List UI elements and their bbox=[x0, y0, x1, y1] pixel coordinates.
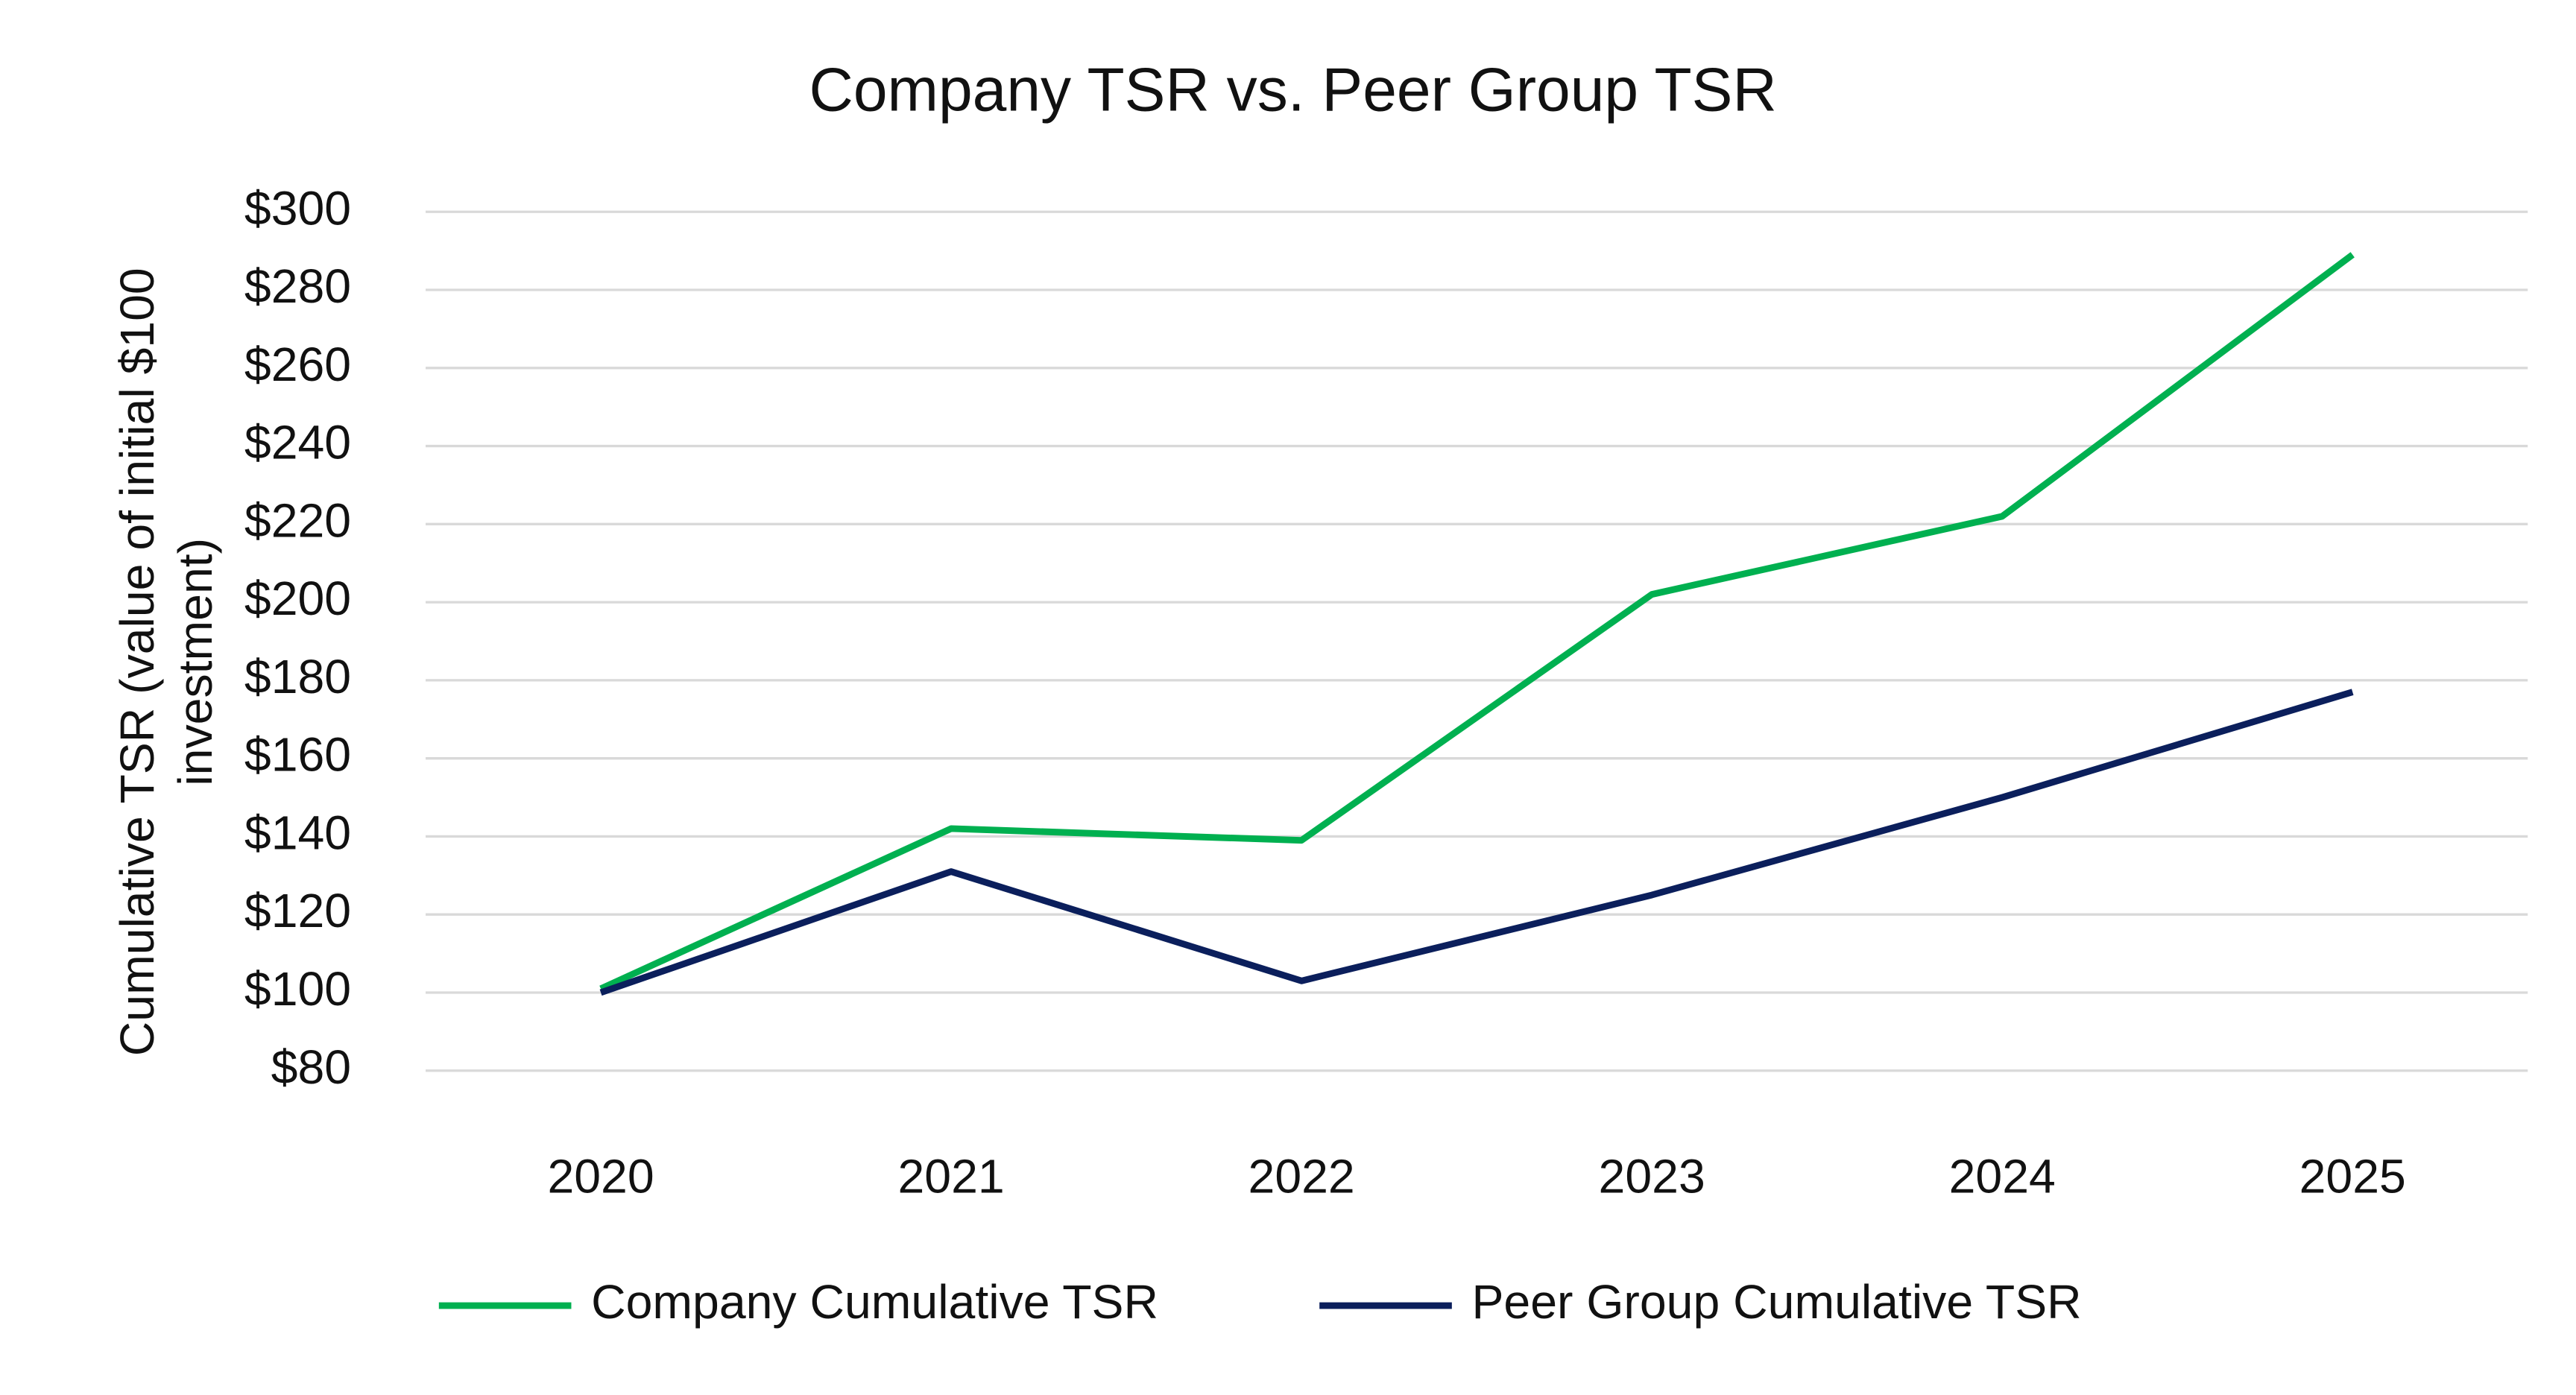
y-tick-label: $120 bbox=[244, 884, 351, 937]
y-axis-label: Cumulative TSR (value of initial $100 bbox=[110, 268, 164, 1056]
x-tick-label: 2022 bbox=[1248, 1149, 1355, 1203]
data-line bbox=[599, 689, 2354, 996]
x-tick-label: 2021 bbox=[897, 1149, 1004, 1203]
y-tick-label: $180 bbox=[244, 650, 351, 703]
y-tick-label: $140 bbox=[244, 806, 351, 859]
y-tick-label: $280 bbox=[244, 259, 351, 313]
legend-label: Company Cumulative TSR bbox=[591, 1275, 1158, 1329]
y-tick-label: $160 bbox=[244, 728, 351, 782]
y-tick-label: $220 bbox=[244, 493, 351, 547]
y-tick-label: $260 bbox=[244, 338, 351, 391]
y-axis-label: investment) bbox=[168, 538, 222, 786]
y-tick-label: $100 bbox=[244, 962, 351, 1016]
x-tick-label: 2020 bbox=[547, 1149, 654, 1203]
y-tick-label: $200 bbox=[244, 572, 351, 625]
x-tick-label: 2023 bbox=[1599, 1149, 1705, 1203]
chart-title: Company TSR vs. Peer Group TSR bbox=[809, 56, 1777, 124]
y-tick-label: $80 bbox=[271, 1040, 351, 1094]
x-tick-label: 2024 bbox=[1949, 1149, 2056, 1203]
data-line bbox=[599, 252, 2355, 992]
x-tick-label: 2025 bbox=[2299, 1149, 2406, 1203]
y-tick-label: $240 bbox=[244, 416, 351, 469]
y-tick-label: $300 bbox=[244, 181, 351, 235]
legend-label: Peer Group Cumulative TSR bbox=[1471, 1275, 2081, 1329]
